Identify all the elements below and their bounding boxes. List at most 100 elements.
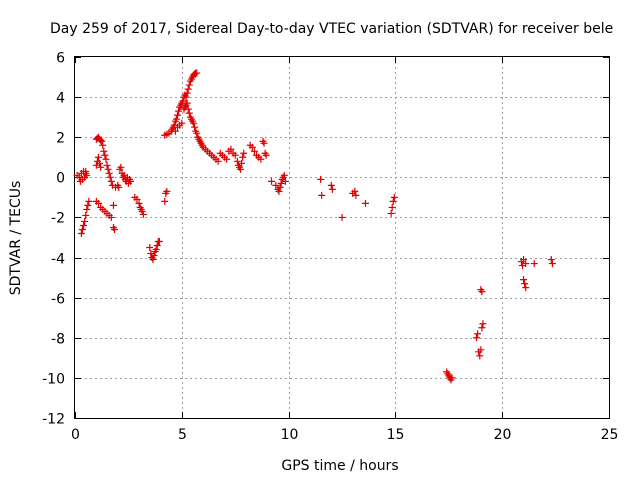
x-axis-label: GPS time / hours bbox=[281, 458, 398, 474]
data-point bbox=[161, 197, 169, 205]
data-point bbox=[352, 191, 360, 199]
plot-frame bbox=[74, 56, 610, 419]
data-point bbox=[77, 229, 85, 237]
data-point bbox=[522, 284, 530, 292]
data-point bbox=[104, 165, 112, 173]
data-point bbox=[227, 145, 235, 153]
data-point bbox=[127, 177, 135, 185]
data-point bbox=[163, 187, 171, 195]
data-point bbox=[185, 81, 193, 89]
data-point bbox=[135, 199, 143, 207]
x-tick-label: 15 bbox=[387, 427, 405, 443]
data-point bbox=[239, 153, 247, 161]
y-tick-label: 4 bbox=[56, 91, 65, 107]
data-point bbox=[82, 167, 90, 175]
data-point bbox=[185, 109, 193, 117]
data-point bbox=[390, 193, 398, 201]
data-point bbox=[477, 346, 485, 354]
data-point bbox=[193, 129, 201, 137]
data-point bbox=[547, 256, 555, 264]
data-point bbox=[277, 179, 285, 187]
data-point bbox=[478, 288, 486, 296]
data-point bbox=[474, 330, 482, 338]
data-point bbox=[190, 119, 198, 127]
data-point bbox=[82, 211, 90, 219]
data-point bbox=[183, 89, 191, 97]
y-tick-label: 6 bbox=[56, 51, 65, 67]
data-point bbox=[338, 213, 346, 221]
data-point bbox=[327, 181, 335, 189]
data-point bbox=[233, 157, 241, 165]
data-point bbox=[105, 169, 113, 177]
data-point bbox=[111, 225, 119, 233]
data-point bbox=[133, 195, 141, 203]
x-tick-label: 10 bbox=[281, 427, 299, 443]
data-point bbox=[178, 119, 186, 127]
y-tick-label: 0 bbox=[56, 171, 65, 187]
data-point bbox=[214, 157, 222, 165]
data-point bbox=[473, 334, 481, 342]
data-point bbox=[80, 221, 88, 229]
data-point bbox=[257, 155, 265, 163]
y-tick-label: -10 bbox=[42, 372, 65, 388]
data-point bbox=[150, 252, 158, 260]
data-point bbox=[174, 111, 182, 119]
y-tick-label: -12 bbox=[42, 412, 65, 428]
data-point bbox=[81, 217, 89, 225]
data-point bbox=[280, 171, 288, 179]
data-point bbox=[522, 260, 530, 268]
chart-title: Day 259 of 2017, Sidereal Day-to-day VTE… bbox=[50, 21, 613, 37]
data-point bbox=[388, 203, 396, 211]
y-tick-label: -8 bbox=[51, 332, 65, 348]
grid bbox=[75, 57, 609, 418]
data-point bbox=[521, 280, 529, 288]
x-tick-label: 25 bbox=[601, 427, 619, 443]
data-point bbox=[139, 210, 147, 218]
data-point bbox=[94, 199, 102, 207]
data-point bbox=[223, 155, 231, 163]
data-point bbox=[101, 151, 109, 159]
data-point bbox=[115, 183, 123, 191]
data-point bbox=[78, 225, 86, 233]
y-tick-label: 2 bbox=[56, 131, 65, 147]
data-point bbox=[171, 127, 179, 135]
data-point bbox=[94, 153, 102, 161]
data-point bbox=[262, 151, 270, 159]
data-point bbox=[106, 173, 114, 181]
data-point bbox=[268, 177, 276, 185]
data-point bbox=[479, 320, 487, 328]
data-point bbox=[237, 165, 245, 173]
data-point bbox=[520, 276, 528, 284]
data-point bbox=[387, 209, 395, 217]
data-point bbox=[182, 93, 190, 101]
data-point bbox=[520, 256, 528, 264]
data-point bbox=[183, 99, 191, 107]
axis-ticks: 0 5 10 15 20 25 -12 -10 -8 -6 -4 -2 0 2 4 6 bbox=[42, 51, 618, 444]
y-tick-label: -2 bbox=[51, 211, 65, 227]
data-point bbox=[275, 187, 283, 195]
y-axis-label: SDTVAR / TECUs bbox=[8, 181, 24, 296]
data-point bbox=[240, 149, 248, 157]
data-point bbox=[146, 244, 154, 252]
data-point bbox=[179, 97, 187, 105]
y-tick-label: -4 bbox=[51, 252, 65, 268]
data-point bbox=[328, 185, 336, 193]
data-point bbox=[100, 147, 108, 155]
data-point bbox=[184, 105, 192, 113]
data-point bbox=[260, 139, 268, 147]
data-point bbox=[102, 155, 110, 163]
data-point bbox=[83, 171, 91, 179]
data-point bbox=[361, 199, 369, 207]
data-point bbox=[103, 161, 111, 169]
data-point bbox=[272, 181, 280, 189]
data-point bbox=[389, 197, 397, 205]
data-point bbox=[97, 136, 105, 144]
data-point bbox=[172, 115, 180, 123]
data-point bbox=[281, 177, 289, 185]
x-tick-label: 0 bbox=[71, 427, 80, 443]
data-series bbox=[73, 69, 556, 384]
data-point bbox=[184, 85, 192, 93]
data-point bbox=[530, 260, 538, 268]
data-point bbox=[149, 256, 157, 264]
